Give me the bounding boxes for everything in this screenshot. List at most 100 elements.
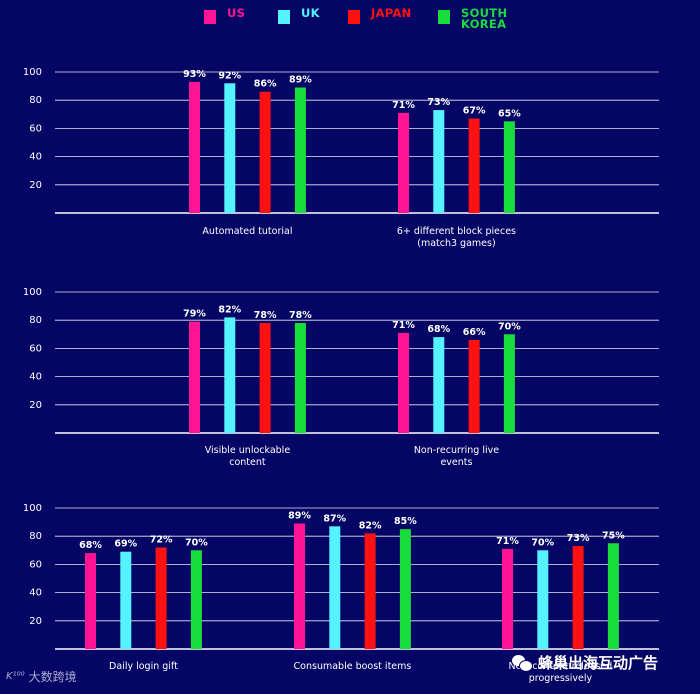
chart3-category-label-3-line1: New content released xyxy=(509,661,613,672)
chart1-data-label-1-south-korea: 89% xyxy=(289,75,312,86)
legend-swatch-us xyxy=(204,10,216,24)
legend-swatch-japan xyxy=(348,10,360,24)
wechat-icon xyxy=(512,654,533,672)
chart3-category-label-1: Daily login gift xyxy=(109,661,178,672)
chart2-bar-2-uk xyxy=(433,337,445,433)
chart1-bar-1-japan xyxy=(259,91,271,213)
chart1-ytick-60: 60 xyxy=(29,123,42,134)
chart3-data-label-2-uk: 87% xyxy=(323,513,346,524)
chart3-data-label-1-us: 68% xyxy=(79,540,102,551)
watermark-left: K¹⁰⁰ 大数跨境 xyxy=(6,668,77,685)
chart3-bar-2-us xyxy=(294,523,305,649)
chart2-data-label-2-japan: 66% xyxy=(463,327,486,338)
chart3-data-label-1-south-korea: 70% xyxy=(185,537,208,548)
chart3-data-label-2-south-korea: 85% xyxy=(394,516,417,527)
chart3-category-label-2: Consumable boost items xyxy=(294,661,412,672)
chart2-ytick-40: 40 xyxy=(29,372,42,383)
chart3-bar-2-south-korea xyxy=(399,529,411,649)
chart3-bar-1-uk xyxy=(120,551,132,649)
chart2-data-label-1-us: 79% xyxy=(183,309,206,320)
chart2-data-label-1-south-korea: 78% xyxy=(289,310,312,321)
chart2-bar-1-us xyxy=(189,321,200,433)
chart1-data-label-2-japan: 67% xyxy=(463,106,486,117)
chart3-ytick-80: 80 xyxy=(29,531,42,542)
chart3-data-label-2-japan: 82% xyxy=(359,520,382,531)
watermark-logo-icon: K¹⁰⁰ xyxy=(6,671,25,682)
legend-item-uk[interactable]: UK xyxy=(278,6,320,24)
legend-label-japan: JAPAN xyxy=(371,6,412,20)
chart2-bar-1-south-korea xyxy=(294,323,306,433)
chart1-bar-2-south-korea xyxy=(503,121,515,213)
chart2-ytick-60: 60 xyxy=(29,343,42,354)
chart1-bar-2-uk xyxy=(433,110,445,213)
chart3-ytick-100: 100 xyxy=(23,503,42,514)
chart3-ytick-40: 40 xyxy=(29,588,42,599)
chart3-bar-1-us xyxy=(85,553,96,649)
chart1-data-label-1-us: 93% xyxy=(183,69,206,80)
watermark-right-text: 蜂巢出海互动广告 xyxy=(538,654,659,672)
watermark-right: 蜂巢出海互动广告 xyxy=(512,652,658,673)
chart1-ytick-40: 40 xyxy=(29,152,42,163)
chart3-bar-3-uk xyxy=(537,550,549,649)
chart1-category-label-1: Automated tutorial xyxy=(202,226,292,237)
chart2-category-label-2-line1: Non-recurring live xyxy=(414,445,499,456)
chart1-data-label-1-uk: 92% xyxy=(218,70,241,81)
chart1-category-label-2-line2: (match3 games) xyxy=(417,238,495,249)
chart2-data-label-2-south-korea: 70% xyxy=(498,321,521,332)
chart2-bar-1-uk xyxy=(224,317,236,433)
chart1-bar-2-japan xyxy=(468,118,480,213)
chart3-category-label-3-line2: progressively xyxy=(529,673,593,684)
chart3-bar-1-south-korea xyxy=(190,550,202,649)
chart2-data-label-1-uk: 82% xyxy=(218,304,241,315)
legend-swatch-uk xyxy=(278,10,290,24)
chart2-category-label-1-line1: Visible unlockable xyxy=(205,445,291,456)
chart3-data-label-3-japan: 73% xyxy=(567,533,590,544)
watermark-left-text: 大数跨境 xyxy=(28,670,77,684)
chart1-bar-1-uk xyxy=(224,83,236,213)
chart2-category-label-1-line2: content xyxy=(229,457,266,468)
chart3-ytick-20: 20 xyxy=(29,616,42,627)
chart3-bar-2-uk xyxy=(329,526,341,649)
chart3-data-label-1-japan: 72% xyxy=(150,534,173,545)
chart1-data-label-2-uk: 73% xyxy=(427,97,450,108)
chart1-ytick-80: 80 xyxy=(29,95,42,106)
chart3-data-label-1-uk: 69% xyxy=(114,539,137,550)
chart1-category-label-2-line1: 6+ different block pieces xyxy=(397,226,516,237)
chart2-data-label-1-japan: 78% xyxy=(254,310,277,321)
chart1-data-label-1-japan: 86% xyxy=(254,79,277,90)
chart2-category-label-2-line2: events xyxy=(440,457,472,468)
chart1-ytick-100: 100 xyxy=(23,67,42,78)
chart3-data-label-2-us: 89% xyxy=(288,511,311,522)
chart1-bar-2-us xyxy=(398,112,409,213)
chart2-data-label-2-us: 71% xyxy=(392,320,415,331)
chart2-bar-2-south-korea xyxy=(503,334,515,433)
legend: US UK JAPAN SOUTH KOREA xyxy=(0,6,700,38)
legend-label-south-korea: SOUTH KOREA xyxy=(461,6,508,31)
chart3-bar-3-japan xyxy=(572,546,584,649)
chart3-bar-3-south-korea xyxy=(607,543,619,649)
chart1-bar-1-us xyxy=(189,81,200,214)
legend-swatch-south-korea xyxy=(438,10,450,24)
chart3-data-label-3-us: 71% xyxy=(496,536,519,547)
chart1-bar-1-south-korea xyxy=(294,87,306,213)
chart1-ytick-20: 20 xyxy=(29,180,42,191)
chart1-data-label-2-south-korea: 65% xyxy=(498,108,521,119)
chart3-bar-3-us xyxy=(502,548,513,649)
chart3-bar-1-japan xyxy=(155,547,167,649)
chart2-ytick-20: 20 xyxy=(29,400,42,411)
chart3-data-label-3-south-korea: 75% xyxy=(602,530,625,541)
legend-label-us: US xyxy=(227,6,246,20)
chart3-ytick-60: 60 xyxy=(29,559,42,570)
chart2-ytick-80: 80 xyxy=(29,315,42,326)
chart3-bar-2-japan xyxy=(364,533,376,649)
legend-item-us[interactable]: US xyxy=(204,6,246,24)
chart2-ytick-100: 100 xyxy=(23,287,42,298)
chart2-bar-1-japan xyxy=(259,323,271,433)
legend-label-uk: UK xyxy=(301,6,320,20)
legend-item-south-korea[interactable]: SOUTH KOREA xyxy=(438,6,508,31)
legend-item-japan[interactable]: JAPAN xyxy=(348,6,412,24)
chart1-data-label-2-us: 71% xyxy=(392,100,415,111)
chart2-data-label-2-uk: 68% xyxy=(427,324,450,335)
chart3-data-label-3-uk: 70% xyxy=(531,537,554,548)
